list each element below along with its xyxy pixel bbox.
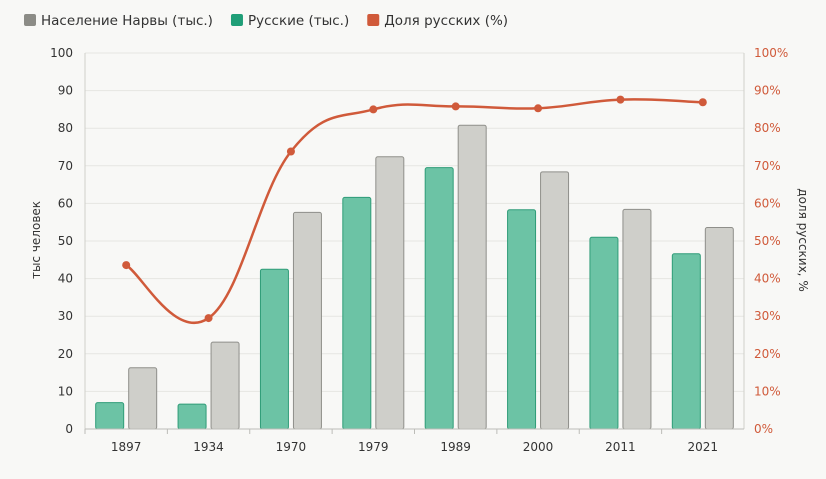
y-tick-label: 60: [58, 196, 73, 210]
bar: [210, 341, 240, 430]
y-tick-label: 90: [58, 84, 73, 98]
x-tick-label: 1897: [111, 440, 142, 454]
bar: [704, 226, 734, 430]
share-point: [122, 261, 131, 270]
x-tick-label: 2021: [688, 440, 719, 454]
legend-label: Население Нарвы (тыс.): [41, 13, 213, 29]
share-point: [534, 104, 543, 113]
x-tick-label: 2011: [605, 440, 636, 454]
legend-label: Русские (тыс.): [248, 13, 349, 29]
y-tick-label: 80: [58, 121, 73, 135]
legend-label: Доля русских (%): [384, 13, 508, 29]
y-tick-label: 10: [58, 384, 73, 398]
share-point: [286, 147, 295, 156]
bar: [95, 402, 125, 430]
legend-swatch: [367, 14, 380, 26]
y2-tick-label: 30%: [754, 309, 781, 323]
legend-swatch: [24, 14, 36, 26]
y-tick-label: 20: [58, 347, 73, 361]
y-tick-label: 40: [58, 272, 73, 286]
x-tick-label: 1979: [358, 440, 389, 454]
bar: [671, 253, 701, 430]
y2-tick-label: 80%: [754, 121, 781, 135]
share-point: [616, 95, 625, 104]
x-tick-label: 2000: [523, 440, 554, 454]
legend[interactable]: Население Нарвы (тыс.) Русские (тыс.) Доля…: [24, 13, 508, 29]
bar: [292, 211, 322, 430]
legend-item[interactable]: Население Нарвы (тыс.): [24, 13, 213, 29]
y2-tick-label: 100%: [754, 46, 788, 60]
y2-tick-label: 40%: [754, 272, 781, 286]
x-tick-label: 1934: [193, 440, 224, 454]
bars: [95, 124, 734, 430]
bar: [177, 403, 207, 430]
bar: [128, 367, 158, 430]
bar: [457, 124, 487, 430]
bar: [589, 236, 619, 430]
y2-tick-label: 90%: [754, 84, 781, 98]
bar: [507, 209, 537, 430]
axes: 0 10 20 30 40 50 60 70 80 90 100 0% 10% 20% 30% 40% 50% 6…: [50, 46, 788, 454]
y-tick-label: 0: [65, 422, 73, 436]
y2-tick-label: 70%: [754, 159, 781, 173]
y2-tick-label: 10%: [754, 384, 781, 398]
legend-item[interactable]: Русские (тыс.): [230, 13, 349, 29]
share-point: [369, 105, 378, 114]
y-tick-label: 30: [58, 309, 73, 323]
x-tick-label: 1970: [276, 440, 307, 454]
bar: [342, 196, 372, 430]
y-tick-label: 70: [58, 159, 73, 173]
bar: [259, 268, 289, 430]
x-tick-label: 1989: [440, 440, 471, 454]
bar: [424, 167, 454, 430]
y-tick-label: 50: [58, 234, 73, 248]
bar: [540, 171, 570, 430]
share-point: [204, 314, 213, 323]
y2-axis-title: доля русских, %: [796, 188, 810, 291]
bar: [375, 156, 405, 430]
grid-lines: [85, 52, 744, 430]
y-tick-label: 100: [50, 46, 73, 60]
share-point: [451, 102, 460, 111]
legend-swatch: [230, 14, 243, 26]
y2-tick-label: 60%: [754, 196, 781, 210]
legend-item[interactable]: Доля русских (%): [367, 13, 508, 29]
y2-tick-label: 0%: [754, 422, 773, 436]
share-line: [122, 95, 707, 325]
share-point: [698, 98, 707, 107]
y2-tick-label: 20%: [754, 347, 781, 361]
bar: [622, 208, 652, 430]
y2-tick-label: 50%: [754, 234, 781, 248]
y-axis-title: тыс человек: [29, 201, 43, 279]
